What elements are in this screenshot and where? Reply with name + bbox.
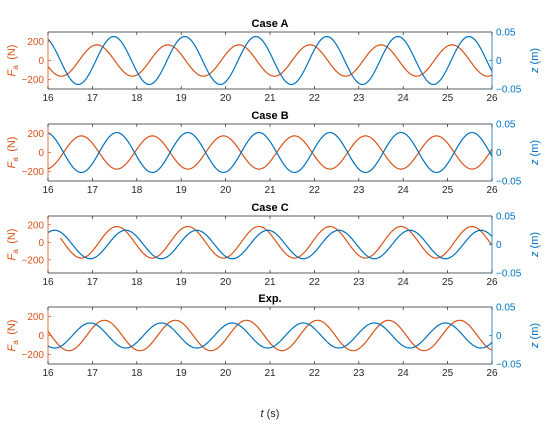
x-tick-label: 16 (42, 368, 54, 379)
x-tick-label: 18 (131, 93, 143, 104)
x-tick-label: 24 (398, 93, 410, 104)
left-tick-label: 200 (27, 220, 44, 231)
x-tick-label: 26 (486, 368, 498, 379)
x-tick-label: 24 (398, 277, 410, 288)
displacement-series-line (48, 35, 492, 86)
right-tick-label: −0.05 (496, 85, 522, 96)
x-tick-label: 20 (220, 185, 232, 196)
x-tick-label: 19 (176, 277, 188, 288)
x-tick-label: 17 (87, 277, 99, 288)
x-tick-label: 22 (309, 185, 321, 196)
force-series-line (48, 135, 492, 170)
x-tick-label: 22 (309, 93, 321, 104)
x-tick-label: 23 (353, 93, 365, 104)
displacement-series-line (48, 131, 492, 174)
x-tick-label: 23 (353, 277, 365, 288)
left-tick-label: 0 (38, 148, 44, 159)
x-tick-label: 19 (176, 368, 188, 379)
left-axis-label: Fa (N) (6, 137, 20, 169)
x-tick-label: 22 (309, 368, 321, 379)
left-axis-label: Fa (N) (6, 320, 20, 352)
displacement-series-line (48, 322, 492, 349)
subplot-title: Case B (251, 110, 288, 122)
x-tick-label: 26 (486, 277, 498, 288)
x-tick-label: 20 (220, 368, 232, 379)
x-tick-label: 24 (398, 368, 410, 379)
x-tick-label: 21 (264, 93, 276, 104)
right-tick-label: 0.05 (496, 28, 516, 39)
right-tick-label: 0 (496, 56, 502, 67)
left-tick-label: −200 (21, 350, 44, 361)
left-tick-label: 200 (27, 312, 44, 323)
subplot-title: Case C (251, 202, 288, 214)
x-tick-label: 26 (486, 185, 498, 196)
x-tick-label: 22 (309, 277, 321, 288)
subplot-2: Case B 16 17 18 19 20 21 22 23 24 25 26 −200 0 200 −0.0… (6, 110, 541, 196)
x-axis-label: t (s) (261, 408, 280, 420)
right-tick-label: 0.05 (496, 303, 516, 314)
x-tick-label: 20 (220, 93, 232, 104)
x-tick-label: 17 (87, 93, 99, 104)
x-tick-label: 23 (353, 185, 365, 196)
x-tick-label: 16 (42, 277, 54, 288)
x-tick-label: 25 (442, 93, 454, 104)
right-tick-label: −0.05 (496, 360, 522, 371)
x-tick-label: 18 (131, 185, 143, 196)
x-tick-label: 18 (131, 368, 143, 379)
x-tick-label: 26 (486, 93, 498, 104)
x-tick-label: 20 (220, 277, 232, 288)
left-tick-label: −200 (21, 167, 44, 178)
left-tick-label: 0 (38, 56, 44, 67)
right-tick-label: 0 (496, 148, 502, 159)
left-axis-label: Fa (N) (6, 45, 20, 77)
force-series-line (48, 319, 492, 352)
left-tick-label: 200 (27, 129, 44, 140)
x-tick-label: 21 (264, 185, 276, 196)
right-tick-label: 0.05 (496, 212, 516, 223)
right-axis-label: z (m) (529, 48, 541, 74)
subplot-1: Case A 16 17 18 19 20 21 22 23 24 25 26 −200 0 200 −0.0… (6, 18, 541, 104)
x-tick-label: 16 (42, 93, 54, 104)
x-tick-label: 17 (87, 185, 99, 196)
x-tick-label: 16 (42, 185, 54, 196)
x-tick-label: 25 (442, 185, 454, 196)
x-tick-label: 25 (442, 277, 454, 288)
x-tick-label: 19 (176, 185, 188, 196)
right-tick-label: −0.05 (496, 269, 522, 280)
left-tick-label: −200 (21, 75, 44, 86)
x-tick-label: 25 (442, 368, 454, 379)
subplot-title: Case A (252, 18, 289, 30)
right-tick-label: −0.05 (496, 177, 522, 188)
x-tick-label: 21 (264, 277, 276, 288)
force-series-line (59, 225, 492, 259)
force-series-line (48, 44, 492, 77)
x-tick-label: 24 (398, 185, 410, 196)
x-tick-label: 18 (131, 277, 143, 288)
right-axis-label: z (m) (529, 140, 541, 166)
right-axis-label: z (m) (529, 323, 541, 349)
left-tick-label: 0 (38, 331, 44, 342)
left-tick-label: −200 (21, 255, 44, 266)
left-tick-label: 200 (27, 37, 44, 48)
x-tick-label: 19 (176, 93, 188, 104)
right-tick-label: 0.05 (496, 120, 516, 131)
left-axis-label: Fa (N) (6, 229, 20, 261)
subplot-3: Case C 16 17 18 19 20 21 22 23 24 25 26 −200 0 200 −0.0… (6, 202, 541, 288)
right-tick-label: 0 (496, 240, 502, 251)
left-tick-label: 0 (38, 238, 44, 249)
subplot-4: Exp. 16 17 18 19 20 21 22 23 24 25 26 −200 0 200 −0.05 0… (6, 293, 541, 379)
displacement-series-line (48, 229, 492, 260)
x-tick-label: 17 (87, 368, 99, 379)
x-tick-label: 21 (264, 368, 276, 379)
subplot-title: Exp. (258, 293, 281, 305)
right-axis-label: z (m) (529, 232, 541, 258)
x-tick-label: 23 (353, 368, 365, 379)
right-tick-label: 0 (496, 331, 502, 342)
